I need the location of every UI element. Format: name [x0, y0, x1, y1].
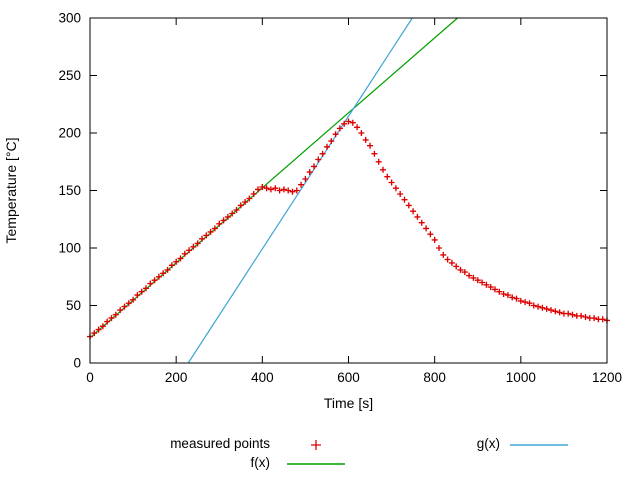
x-tick-label: 0 [86, 370, 94, 385]
y-tick-label: 300 [58, 11, 81, 26]
x-tick-label: 1000 [506, 370, 536, 385]
axis-text: 0 200 400 600 800 1000 1200 0 50 100 150 200 250 300 T… [3, 11, 622, 412]
plot-border [89, 17, 608, 364]
fit-line-gx [187, 17, 413, 364]
y-axis-label: Temperature [°C] [3, 138, 19, 244]
x-tick-label: 200 [165, 370, 188, 385]
x-axis-label: Time [s] [324, 395, 373, 411]
y-tick-label: 150 [58, 183, 81, 198]
x-tick-label: 1200 [592, 370, 622, 385]
y-tick-label: 250 [58, 68, 81, 83]
legend-plus-marker-icon [311, 440, 321, 450]
x-tick-label: 600 [337, 370, 360, 385]
y-tick-label: 0 [73, 356, 81, 371]
series-layer [87, 17, 610, 364]
y-tick-label: 200 [58, 126, 81, 141]
legend-line-sample-f [287, 463, 345, 465]
y-tick-label: 100 [58, 241, 81, 256]
series-measured-points [87, 118, 610, 340]
legend-label-g: g(x) [476, 436, 500, 451]
legend-label-measured-points: measured points [170, 436, 270, 451]
legend-label-f: f(x) [250, 455, 271, 470]
legend-line-sample-g [510, 444, 568, 446]
plus-marker-icon [311, 440, 321, 450]
x-tick-label: 800 [423, 370, 446, 385]
axes [89, 17, 608, 364]
x-tick-label: 400 [251, 370, 274, 385]
fit-line-fx [89, 17, 458, 339]
y-tick-label: 50 [66, 298, 81, 313]
